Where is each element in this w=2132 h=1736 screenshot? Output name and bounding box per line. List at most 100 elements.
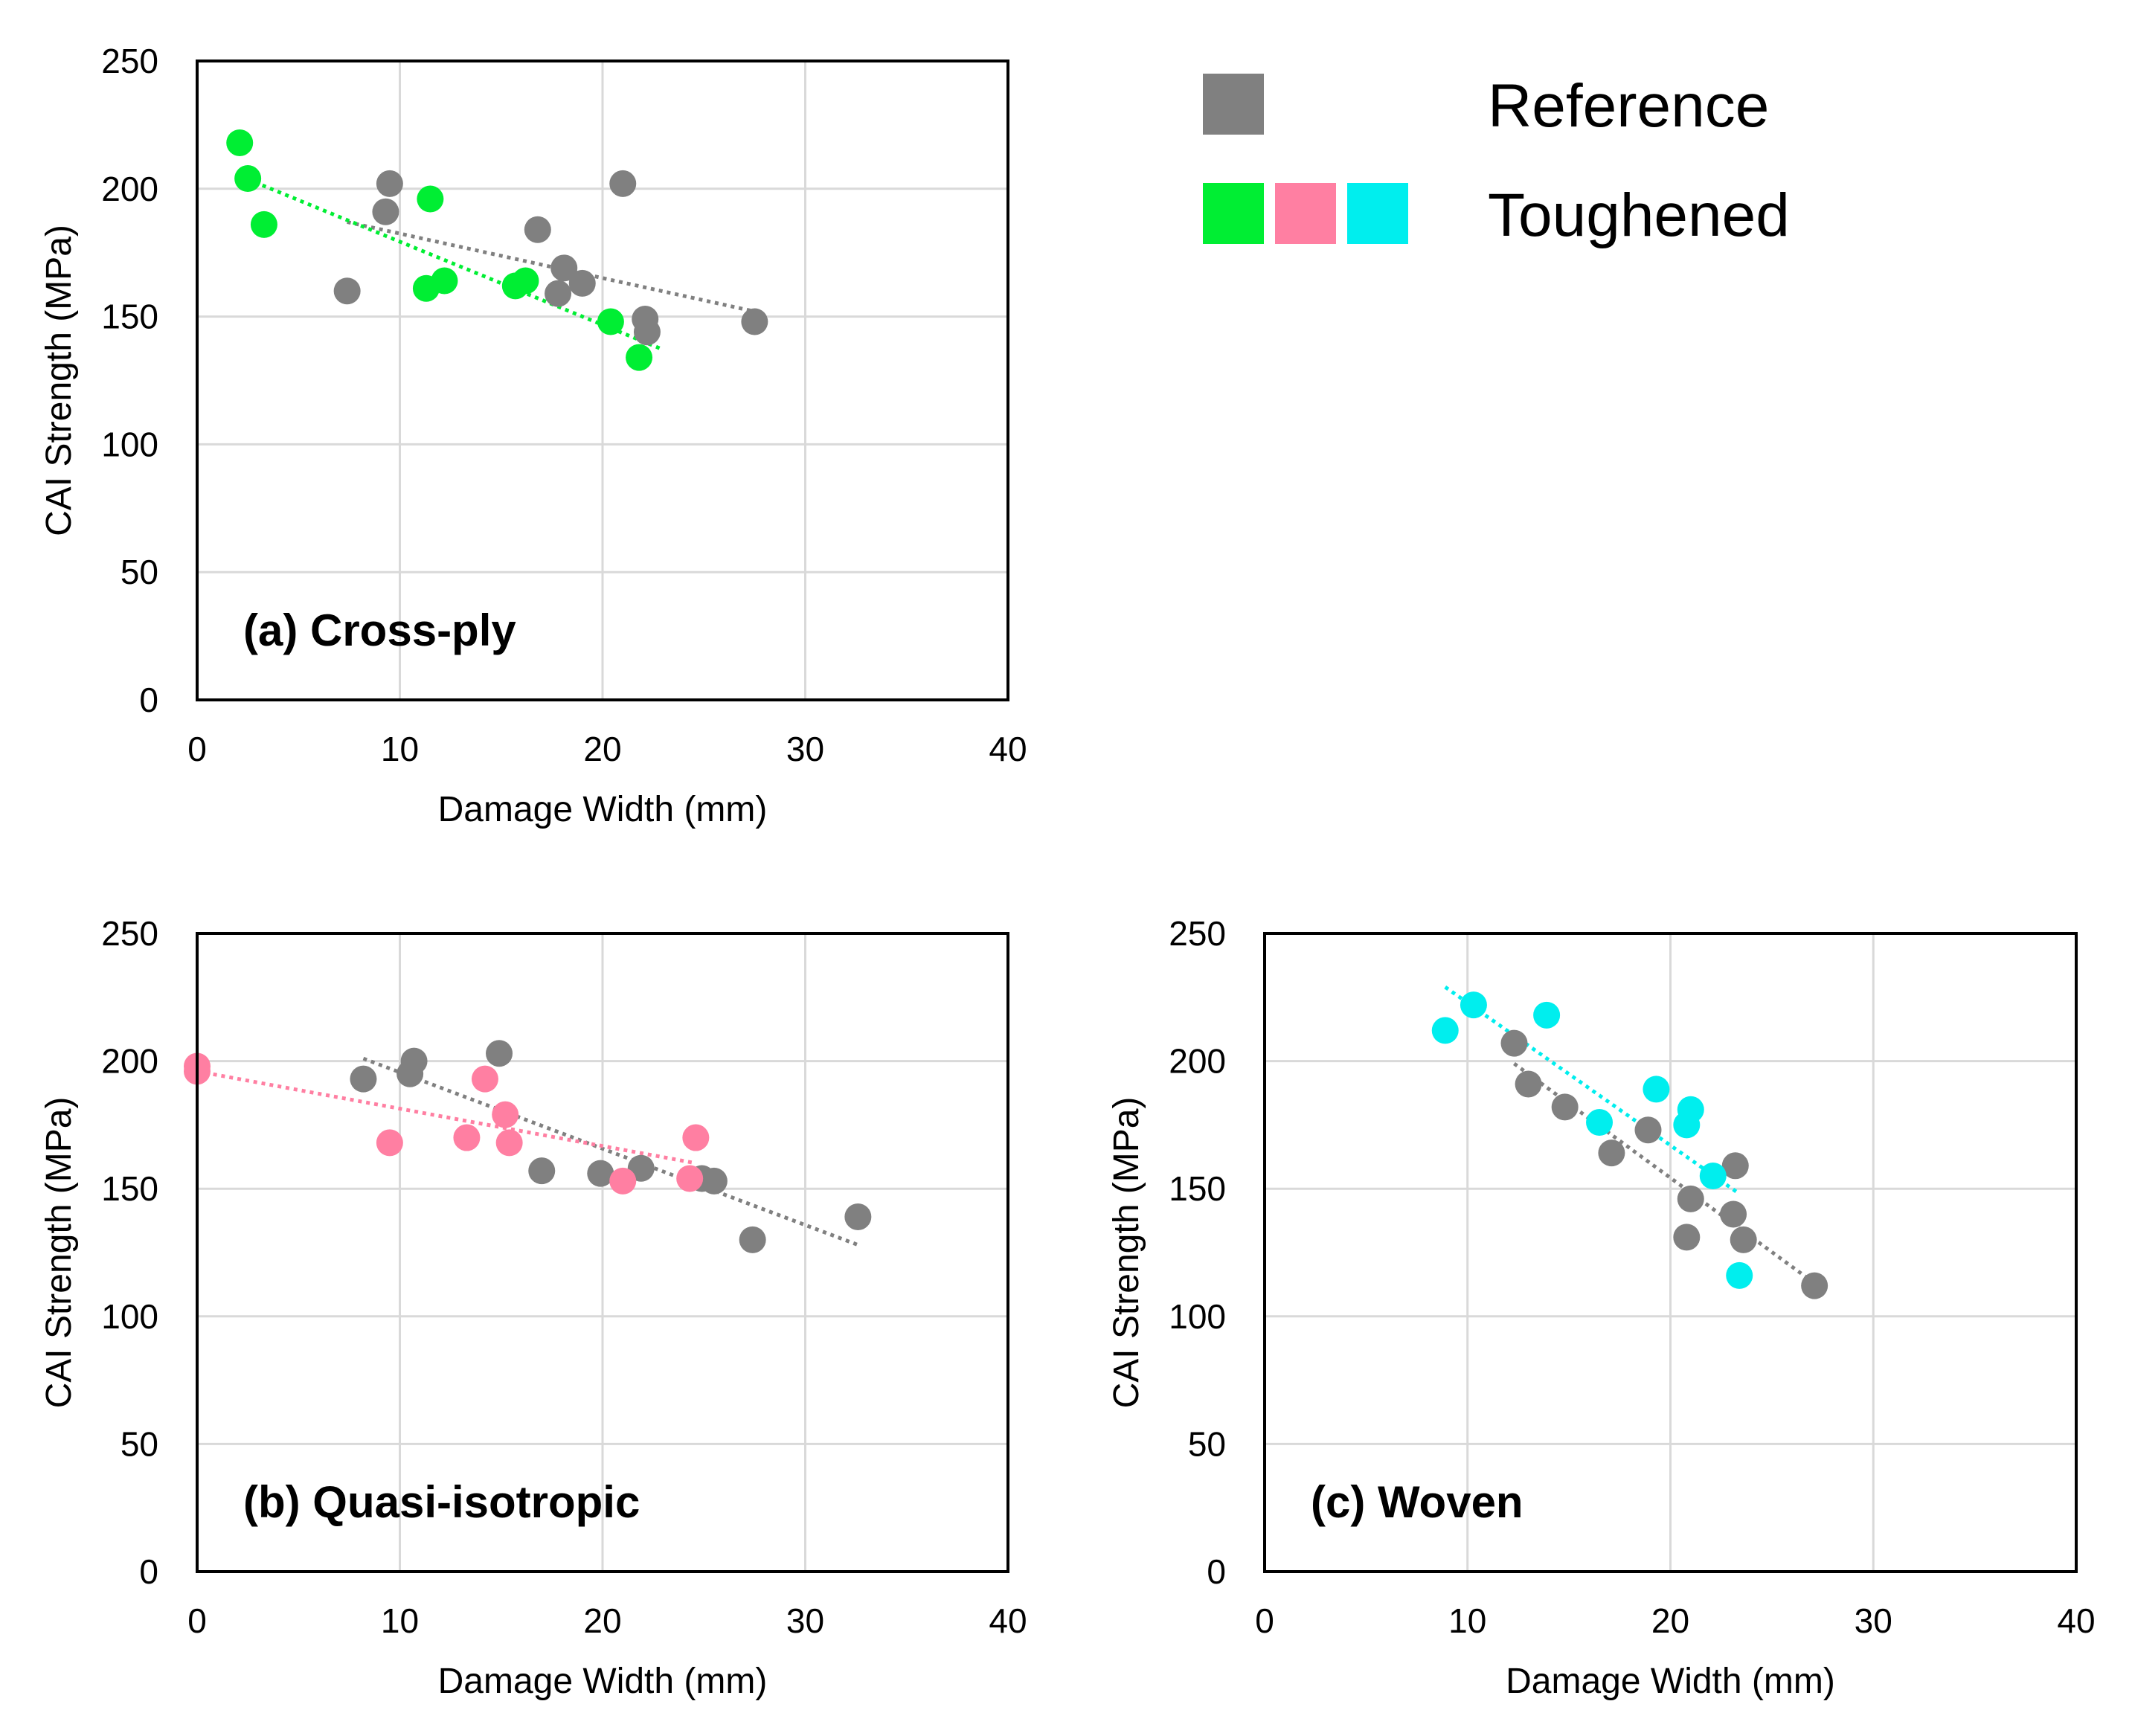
data-point-reference (609, 170, 637, 197)
data-point-toughened (376, 1129, 403, 1157)
data-point-reference (568, 269, 596, 297)
y-tick-label: 0 (139, 681, 158, 719)
data-point-reference (550, 254, 578, 282)
data-point-toughened (1533, 1001, 1561, 1029)
panel-label: (a) Cross-ply (243, 605, 516, 655)
x-tick-label: 30 (786, 1601, 824, 1640)
legend-label-toughened: Toughened (1488, 181, 1790, 249)
x-axis-title: Damage Width (mm) (438, 1662, 768, 1701)
data-point-toughened (1699, 1163, 1727, 1190)
data-point-reference (1801, 1272, 1828, 1299)
data-point-toughened (626, 344, 653, 371)
data-point-reference (1500, 1029, 1528, 1057)
data-point-reference (633, 318, 661, 346)
y-axis-title: CAI Strength (MPa) (39, 1097, 79, 1409)
x-tick-label: 10 (1448, 1601, 1486, 1640)
data-point-toughened (597, 308, 624, 335)
y-tick-label: 200 (101, 170, 158, 208)
y-tick-label: 100 (101, 1297, 158, 1336)
plot-border (1263, 932, 2078, 1573)
plot-border (196, 60, 1009, 701)
data-point-toughened (1586, 1108, 1614, 1136)
x-tick-label: 20 (583, 1601, 621, 1640)
chart-panel-cross-ply: 0 10 20 30 40 0 50 100 150 200 250 Damage Width (mm… (39, 42, 1027, 829)
data-point-reference (739, 1226, 766, 1253)
legend-swatch-toughened-cyan (1347, 183, 1408, 244)
y-tick-label: 200 (1169, 1042, 1226, 1081)
data-point-toughened (495, 1129, 523, 1157)
data-point-toughened (1643, 1076, 1670, 1103)
y-tick-label: 150 (101, 298, 158, 336)
y-tick-label: 150 (1169, 1169, 1226, 1208)
data-point-toughened (1677, 1096, 1704, 1123)
data-point-reference (1634, 1116, 1662, 1144)
data-point-reference (528, 1157, 556, 1185)
y-tick-label: 100 (101, 425, 158, 463)
y-tick-label: 250 (1169, 914, 1226, 953)
x-tick-label: 40 (989, 1601, 1027, 1640)
legend-swatch-reference (1203, 74, 1264, 135)
data-point-toughened (250, 210, 277, 238)
data-point-toughened (471, 1065, 498, 1093)
data-point-reference (1515, 1070, 1542, 1098)
panel-label: (c) Woven (1311, 1477, 1523, 1527)
trendline-toughened (1444, 986, 1741, 1196)
x-tick-label: 20 (1651, 1601, 1689, 1640)
y-axis-title: CAI Strength (MPa) (39, 225, 79, 536)
data-point-reference (1720, 1200, 1747, 1228)
x-tick-label: 20 (583, 730, 621, 768)
y-tick-label: 250 (101, 42, 158, 80)
x-tick-label: 40 (2057, 1601, 2095, 1640)
y-tick-label: 0 (139, 1552, 158, 1591)
y-tick-label: 250 (101, 914, 158, 953)
data-point-reference (376, 170, 403, 197)
data-point-reference (1730, 1226, 1757, 1253)
y-tick-label: 50 (121, 1424, 158, 1463)
y-tick-label: 200 (101, 1042, 158, 1081)
data-point-reference (1598, 1139, 1625, 1167)
data-point-toughened (492, 1101, 519, 1128)
trendline-toughened (196, 1069, 696, 1166)
panel-label: (b) Quasi-isotropic (243, 1477, 640, 1527)
legend: Reference Toughened (1203, 72, 1790, 249)
data-point-reference (333, 277, 361, 305)
data-point-reference (372, 198, 399, 225)
x-tick-label: 30 (1855, 1601, 1892, 1640)
legend-swatch-toughened-green (1203, 183, 1264, 244)
y-tick-label: 100 (1169, 1297, 1226, 1336)
data-point-toughened (609, 1167, 637, 1195)
plot-border (196, 932, 1009, 1573)
data-point-toughened (431, 267, 458, 295)
data-point-toughened (512, 267, 539, 295)
data-point-toughened (234, 165, 262, 193)
data-point-toughened (676, 1165, 704, 1192)
data-point-reference (1673, 1224, 1701, 1251)
chart-panel-quasi-isotropic: 0 10 20 30 40 0 50 100 150 200 250 Damage Width (mm… (39, 914, 1027, 1701)
legend-swatch-toughened-pink (1275, 183, 1336, 244)
x-axis-title: Damage Width (mm) (438, 790, 768, 829)
data-point-toughened (417, 185, 444, 213)
x-tick-label: 0 (187, 1601, 207, 1640)
data-point-toughened (226, 129, 254, 156)
trendline-reference (362, 1056, 859, 1247)
data-point-reference (700, 1167, 728, 1195)
data-point-reference (350, 1065, 377, 1093)
data-point-reference (1677, 1185, 1704, 1212)
data-point-reference (844, 1203, 872, 1230)
data-point-reference (1721, 1152, 1749, 1180)
data-point-reference (741, 308, 768, 335)
data-point-toughened (682, 1124, 710, 1151)
y-tick-label: 50 (1188, 1424, 1226, 1463)
x-tick-label: 40 (989, 730, 1027, 768)
data-point-reference (524, 216, 551, 243)
data-point-reference (587, 1160, 614, 1187)
data-point-toughened (1431, 1017, 1459, 1044)
x-tick-label: 10 (381, 1601, 419, 1640)
x-tick-label: 0 (187, 730, 207, 768)
chart-panel-woven: 0 10 20 30 40 0 50 100 150 200 250 Damage Width (mm… (1107, 914, 2096, 1701)
data-point-reference (400, 1047, 428, 1075)
y-tick-label: 0 (1207, 1552, 1226, 1591)
data-point-reference (1551, 1093, 1579, 1121)
y-axis-title: CAI Strength (MPa) (1107, 1097, 1146, 1409)
